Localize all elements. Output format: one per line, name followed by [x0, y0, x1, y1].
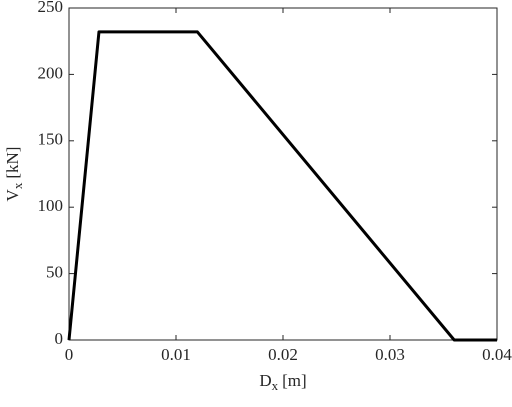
x-label-base: D — [259, 371, 271, 390]
data-line — [67, 30, 497, 342]
x-tick-label: 0.01 — [161, 345, 191, 364]
y-label-unit: [kN] — [3, 147, 22, 179]
y-tick-label: 50 — [46, 263, 63, 282]
y-label-base: V — [3, 188, 22, 201]
y-label-sub: x — [10, 182, 25, 189]
x-tick-label: 0.03 — [375, 345, 405, 364]
y-tick-label: 0 — [55, 329, 64, 348]
y-tick-label: 150 — [38, 130, 64, 149]
x-label-unit: [m] — [282, 371, 307, 390]
x-tick-label: 0.04 — [482, 345, 512, 364]
x-tick-label: 0.02 — [268, 345, 298, 364]
y-tick-label: 250 — [38, 0, 64, 16]
plot-frame — [68, 7, 498, 341]
x-axis-label: Dx [m] — [259, 371, 306, 393]
y-axis-label: Vx [kN] — [3, 147, 25, 202]
y-tick-label: 200 — [38, 63, 64, 82]
y-tick-label: 100 — [38, 196, 64, 215]
x-label-sub: x — [272, 378, 279, 393]
x-tick-label: 0 — [65, 345, 74, 364]
